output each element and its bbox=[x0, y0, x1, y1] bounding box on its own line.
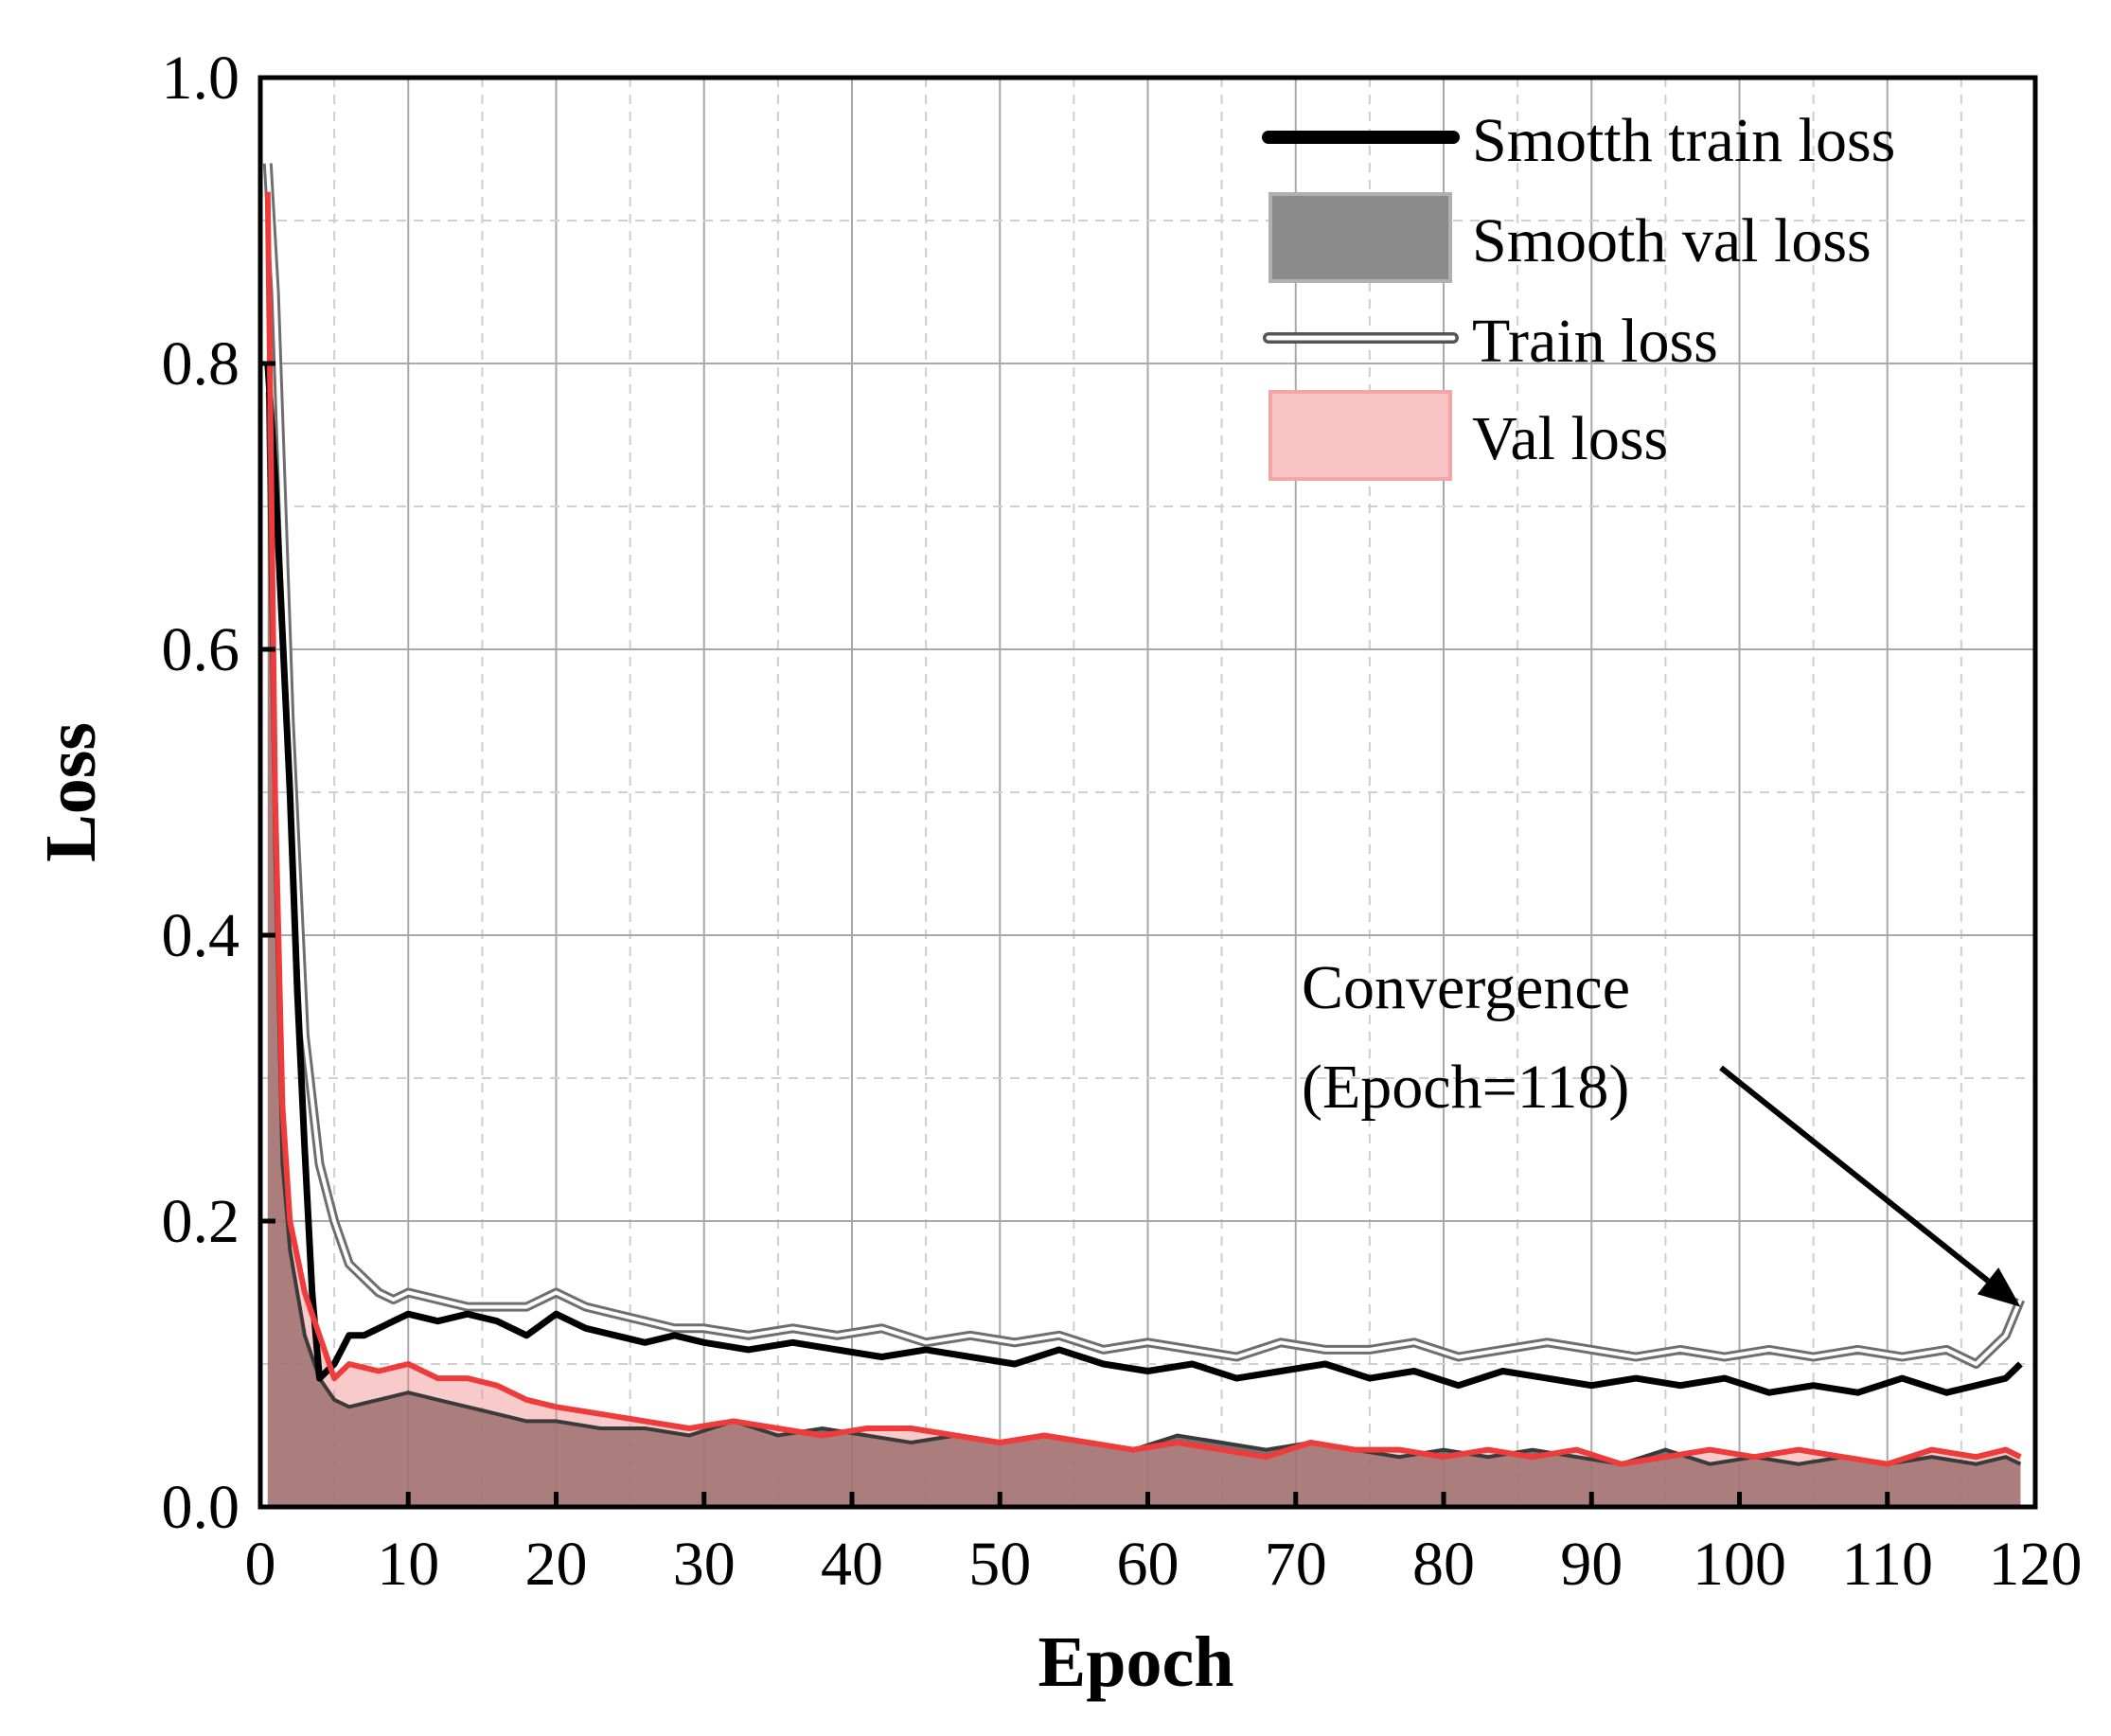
x-tick-label: 40 bbox=[821, 1530, 883, 1599]
y-tick-label: 0.2 bbox=[162, 1187, 240, 1256]
x-tick-label: 120 bbox=[1989, 1530, 2083, 1599]
y-tick-label: 1.0 bbox=[162, 44, 240, 113]
x-tick-label: 60 bbox=[1117, 1530, 1180, 1599]
legend-label-train: Train loss bbox=[1472, 307, 1718, 376]
y-tick-label: 0.0 bbox=[162, 1473, 240, 1542]
legend-label-val: Val loss bbox=[1472, 404, 1668, 473]
y-axis-title: Loss bbox=[31, 722, 111, 862]
val-loss-line bbox=[264, 191, 2022, 1467]
annotation-arrow bbox=[1719, 1065, 1990, 1284]
smooth-train-loss-line bbox=[264, 363, 2023, 1396]
x-axis-title: Epoch bbox=[1038, 1622, 1234, 1702]
legend-label-smooth-val: Smooth val loss bbox=[1472, 206, 1872, 275]
y-tick-label: 0.8 bbox=[162, 329, 240, 399]
legend-swatch-smooth-val bbox=[1268, 192, 1452, 283]
x-tick-label: 0 bbox=[245, 1530, 276, 1599]
line-series bbox=[262, 163, 2026, 1467]
x-tick-label: 70 bbox=[1265, 1530, 1327, 1599]
x-tick-label: 100 bbox=[1693, 1530, 1786, 1599]
x-tick-label: 50 bbox=[968, 1530, 1031, 1599]
y-tick-label: 0.6 bbox=[162, 615, 240, 684]
x-tick-label: 90 bbox=[1560, 1530, 1623, 1599]
axis-ticks: 0 10 20 30 40 50 60 70 80 90 100 110 120 0.0 0.2 0.4 0.6… bbox=[162, 44, 2083, 1599]
x-tick-label: 20 bbox=[525, 1530, 588, 1599]
x-tick-label: 10 bbox=[377, 1530, 439, 1599]
legend-swatch-val bbox=[1268, 390, 1452, 481]
x-tick-label: 30 bbox=[673, 1530, 736, 1599]
legend-label-smooth-train: Smotth train loss bbox=[1472, 106, 1895, 175]
legend: Smotth train loss Smooth val loss Train … bbox=[1262, 106, 1895, 481]
convergence-annotation: Convergence (Epoch=118) bbox=[1302, 953, 2021, 1307]
x-tick-label: 110 bbox=[1841, 1530, 1933, 1599]
annotation-line-1: Convergence bbox=[1302, 953, 1630, 1022]
train-loss-line bbox=[265, 163, 2023, 1366]
annotation-arrowhead bbox=[1977, 1267, 2021, 1307]
annotation-line-2: (Epoch=118) bbox=[1302, 1053, 1629, 1122]
y-tick-label: 0.4 bbox=[162, 901, 240, 970]
x-tick-label: 80 bbox=[1412, 1530, 1475, 1599]
